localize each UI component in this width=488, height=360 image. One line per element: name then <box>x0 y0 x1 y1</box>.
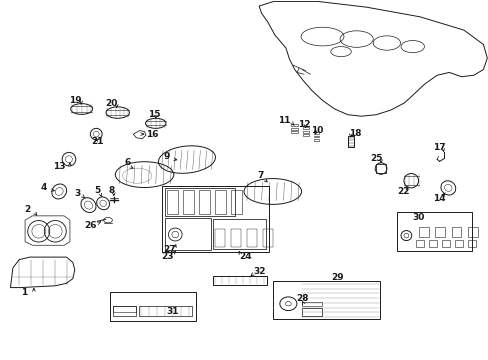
Bar <box>313 135 318 137</box>
Bar <box>272 282 379 319</box>
Text: 18: 18 <box>349 129 361 138</box>
Bar <box>454 240 462 247</box>
Text: 30: 30 <box>411 213 424 222</box>
Text: 29: 29 <box>330 273 343 282</box>
Bar <box>215 190 225 214</box>
Text: 21: 21 <box>91 138 103 147</box>
Bar <box>415 240 423 247</box>
Bar <box>113 306 136 312</box>
Bar <box>183 190 194 214</box>
Text: 7: 7 <box>256 171 263 180</box>
Bar <box>246 229 256 247</box>
Text: 1: 1 <box>21 288 27 297</box>
Bar <box>418 226 428 237</box>
Bar <box>263 229 272 247</box>
Bar <box>110 292 195 320</box>
Bar <box>291 124 297 126</box>
Bar <box>231 229 241 247</box>
Text: 4: 4 <box>41 183 47 192</box>
Bar <box>164 188 235 216</box>
Text: 17: 17 <box>432 143 445 152</box>
Bar <box>303 131 308 133</box>
Bar <box>230 190 241 214</box>
Text: 5: 5 <box>94 186 100 195</box>
Text: 6: 6 <box>124 158 130 167</box>
Text: 22: 22 <box>396 187 409 196</box>
Bar <box>167 190 178 214</box>
Bar <box>441 240 449 247</box>
Text: 26: 26 <box>84 221 97 230</box>
Bar <box>302 309 321 316</box>
Bar <box>139 306 191 316</box>
Bar <box>215 229 224 247</box>
Text: 14: 14 <box>432 194 445 203</box>
Bar <box>347 136 353 147</box>
Text: 13: 13 <box>53 162 65 171</box>
Bar <box>213 220 265 249</box>
Bar <box>291 131 297 134</box>
Text: 19: 19 <box>69 95 82 104</box>
Bar <box>375 164 385 173</box>
Bar <box>213 276 266 285</box>
Text: 25: 25 <box>369 154 382 163</box>
Text: 20: 20 <box>105 99 118 108</box>
Bar <box>467 240 475 247</box>
Text: 3: 3 <box>75 189 81 198</box>
Bar <box>113 306 136 316</box>
Text: 24: 24 <box>239 252 251 261</box>
Text: 10: 10 <box>311 126 323 135</box>
Text: 15: 15 <box>147 110 160 119</box>
Text: 11: 11 <box>278 116 290 125</box>
Bar <box>303 127 308 129</box>
Text: 27: 27 <box>163 246 175 255</box>
Bar <box>396 212 471 251</box>
Bar <box>467 226 477 237</box>
Bar <box>302 302 321 306</box>
Bar <box>313 132 318 134</box>
Bar <box>291 128 297 130</box>
Text: 32: 32 <box>252 267 265 276</box>
Bar <box>161 186 268 252</box>
Bar <box>303 134 308 136</box>
Text: 31: 31 <box>166 307 178 316</box>
Bar <box>450 226 460 237</box>
Bar <box>313 139 318 140</box>
Text: 12: 12 <box>297 120 309 129</box>
Bar <box>428 240 436 247</box>
Bar <box>434 226 444 237</box>
Bar <box>164 219 210 250</box>
Bar <box>199 190 209 214</box>
Text: 2: 2 <box>24 205 31 214</box>
Text: 8: 8 <box>108 186 115 195</box>
Text: 28: 28 <box>295 294 307 303</box>
Text: 23: 23 <box>162 252 174 261</box>
Text: 16: 16 <box>145 130 158 139</box>
Text: 9: 9 <box>163 152 169 161</box>
